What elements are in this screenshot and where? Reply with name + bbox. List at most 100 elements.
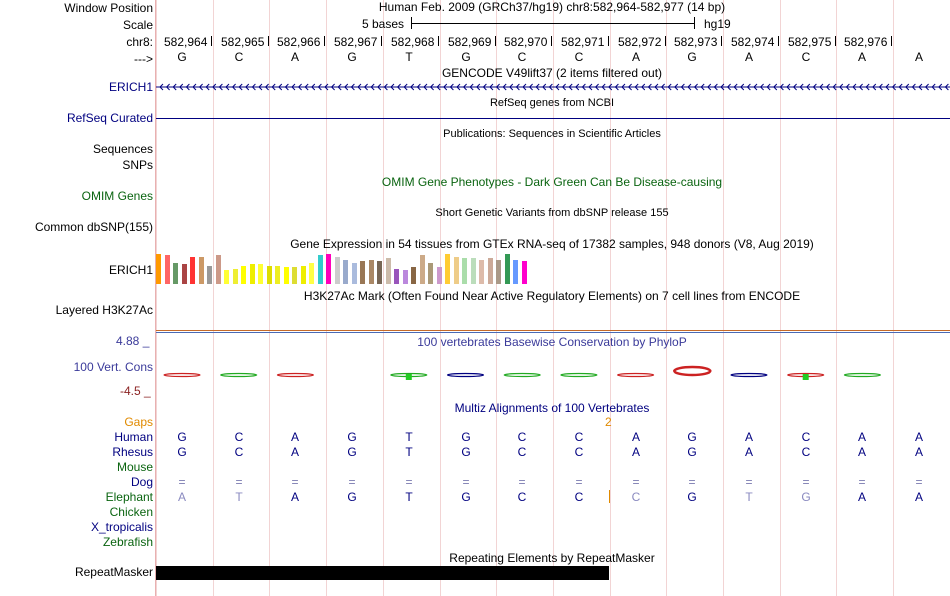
gtex-tissue-bar[interactable] (300, 266, 306, 284)
gtex-tissue-bar[interactable] (334, 257, 340, 284)
gtex-tissue-bar[interactable] (436, 267, 442, 284)
species-label[interactable]: Human (114, 430, 153, 444)
gtex-tissue-bar[interactable] (164, 255, 170, 284)
gtex-tissue-bar[interactable] (504, 254, 510, 284)
strand-chevron (647, 83, 652, 91)
strand-chevron (918, 83, 923, 91)
gtex-tissue-bar[interactable] (428, 263, 433, 284)
gtex-tissue-bar[interactable] (258, 264, 263, 284)
track-label-gaps[interactable]: Gaps (124, 415, 153, 429)
track-label-h3k27ac[interactable]: Layered H3K27Ac (55, 303, 153, 317)
browser-track-area[interactable]: Human Feb. 2009 (GRCh37/hg19) chr8:582,9… (156, 0, 950, 596)
strand-chevron (885, 83, 890, 91)
strand-chevron (159, 83, 164, 91)
gtex-tissue-bar[interactable] (462, 258, 467, 284)
gtex-tissue-bar[interactable] (198, 257, 204, 284)
gtex-tissue-bar[interactable] (513, 260, 518, 284)
strand-chevron (304, 83, 309, 91)
gtex-tissue-bar[interactable] (470, 258, 476, 284)
gtex-bar-chart[interactable] (156, 252, 950, 284)
gtex-tissue-bar[interactable] (224, 270, 229, 284)
track-label-omim[interactable]: OMIM Genes (81, 189, 153, 203)
reference-base: G (177, 50, 187, 64)
strand-chevron (931, 83, 936, 91)
gtex-tissue-bar[interactable] (283, 267, 289, 284)
gtex-tissue-bar[interactable] (292, 267, 297, 284)
gtex-tissue-bar[interactable] (394, 269, 399, 284)
track-label-dbsnp[interactable]: Common dbSNP(155) (34, 220, 153, 234)
reference-base: C (234, 50, 244, 64)
track-label-snps[interactable]: SNPs (122, 158, 153, 172)
erich1-gene-model[interactable] (156, 82, 950, 92)
strand-arrow-label[interactable]: ---> (134, 52, 153, 66)
strand-chevron (317, 83, 322, 91)
ruler-tick (495, 36, 496, 46)
ruler-position: 582,966 (277, 35, 321, 49)
gtex-tissue-bar[interactable] (266, 266, 272, 284)
gtex-tissue-bar[interactable] (249, 264, 255, 284)
gtex-tissue-bar[interactable] (419, 255, 425, 284)
gtex-tissue-bar[interactable] (343, 260, 348, 284)
gtex-tissue-bar[interactable] (377, 261, 382, 284)
gtex-tissue-bar[interactable] (385, 258, 391, 284)
ruler-tick (835, 36, 836, 46)
gtex-tissue-bar[interactable] (487, 258, 493, 284)
strand-chevron (674, 83, 679, 91)
h3k27ac-signal-line[interactable] (156, 330, 950, 331)
gtex-tissue-bar[interactable] (181, 264, 187, 284)
reference-base: C (801, 50, 811, 64)
reference-base: A (290, 50, 300, 64)
phylop-max-value: 4.88 _ (116, 334, 150, 348)
track-label-refseq[interactable]: RefSeq Curated (66, 111, 153, 125)
species-label[interactable]: Zebrafish (102, 535, 153, 549)
species-label[interactable]: X_tropicalis (90, 520, 153, 534)
strand-chevron (825, 83, 830, 91)
ruler-tick (551, 36, 552, 46)
track-label-erich1[interactable]: ERICH1 (108, 80, 153, 94)
gtex-tissue-bar[interactable] (232, 269, 238, 284)
gtex-tissue-bar[interactable] (479, 260, 484, 284)
track-label-gtex[interactable]: ERICH1 (108, 263, 153, 277)
h3k27ac-signal-line-2[interactable] (156, 332, 950, 333)
strand-chevron (614, 83, 619, 91)
gtex-tissue-bar[interactable] (326, 254, 331, 284)
species-label[interactable]: Elephant (105, 490, 153, 504)
phylop-base-glyph (673, 365, 712, 377)
refseq-gene-line[interactable] (156, 118, 950, 119)
gtex-tissue-bar[interactable] (215, 255, 221, 284)
gtex-tissue-bar[interactable] (496, 260, 501, 284)
alignment-base: A (857, 490, 867, 504)
gtex-tissue-bar[interactable] (156, 254, 161, 284)
gtex-tissue-bar[interactable] (309, 263, 314, 284)
alignment-base: T (405, 445, 413, 459)
base-gridline (610, 0, 611, 596)
gtex-tissue-bar[interactable] (207, 266, 212, 284)
track-label-sequences[interactable]: Sequences (92, 142, 153, 156)
strand-chevron (482, 83, 487, 91)
gtex-tissue-bar[interactable] (368, 260, 374, 284)
strand-chevron (383, 83, 388, 91)
gtex-tissue-bar[interactable] (275, 266, 280, 284)
gtex-tissue-bar[interactable] (402, 270, 408, 284)
gtex-tissue-bar[interactable] (411, 267, 416, 284)
species-label[interactable]: Dog (130, 475, 153, 489)
repeatmasker-element[interactable] (156, 566, 609, 580)
track-label-phylop[interactable]: 100 Vert. Cons (73, 360, 153, 374)
species-label[interactable]: Chicken (109, 505, 153, 519)
gtex-tissue-bar[interactable] (173, 263, 178, 284)
strand-chevron (370, 83, 375, 91)
gtex-tissue-bar[interactable] (317, 255, 323, 284)
gtex-tissue-bar[interactable] (190, 257, 195, 284)
species-label[interactable]: Mouse (116, 460, 153, 474)
gtex-tissue-bar[interactable] (521, 261, 527, 284)
phylop-logo[interactable] (156, 365, 950, 385)
gtex-tissue-bar[interactable] (453, 257, 459, 284)
gtex-tissue-bar[interactable] (360, 261, 365, 284)
track-label-repeatmasker[interactable]: RepeatMasker (74, 565, 153, 579)
base-gridline (723, 0, 724, 596)
gtex-tissue-bar[interactable] (241, 266, 246, 284)
gtex-tissue-bar[interactable] (445, 254, 450, 284)
alignment-base: C (574, 445, 584, 459)
gtex-tissue-bar[interactable] (351, 263, 357, 284)
species-label[interactable]: Rhesus (112, 445, 153, 459)
